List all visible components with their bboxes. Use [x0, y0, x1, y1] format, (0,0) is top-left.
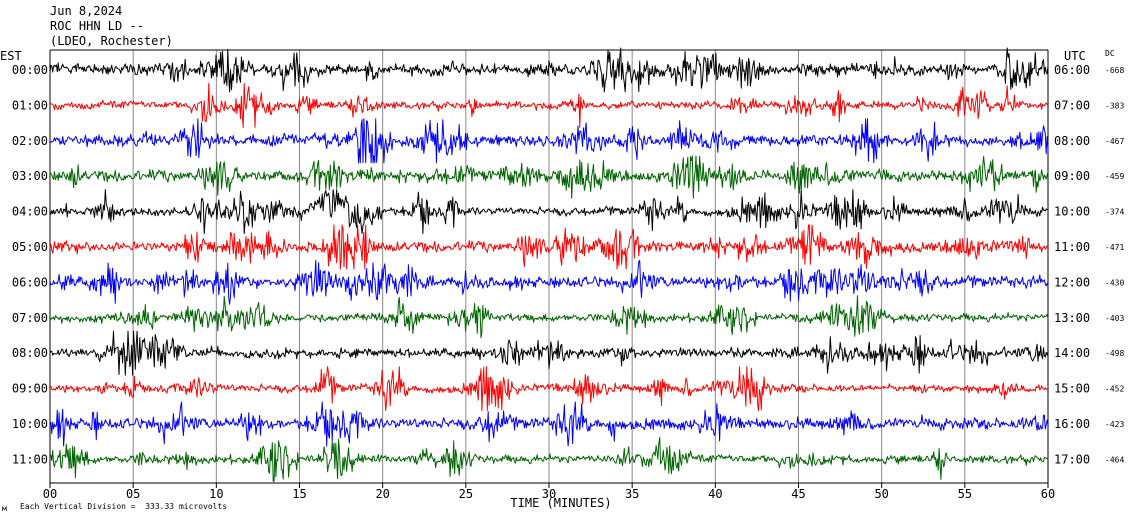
seismic-trace: [49, 436, 1049, 482]
utc-hour-label: 14:00: [1054, 346, 1090, 360]
x-tick-label: 10: [209, 487, 223, 501]
x-tick-label: 20: [375, 487, 389, 501]
est-hour-label: 04:00: [12, 205, 48, 219]
logo-glyph: м: [2, 504, 7, 513]
utc-hour-label: 07:00: [1054, 98, 1090, 112]
utc-hour-label: 11:00: [1054, 240, 1090, 254]
header-network: (LDEO, Rochester): [50, 34, 173, 48]
header-date: Jun 8,2024: [50, 4, 123, 18]
seismic-trace: [49, 259, 1049, 305]
utc-hour-label: 17:00: [1054, 452, 1090, 466]
utc-hour-label: 15:00: [1054, 382, 1090, 396]
dc-column-label: DC: [1105, 49, 1115, 58]
est-hour-label: 01:00: [12, 98, 48, 112]
x-tick-label: 40: [708, 487, 722, 501]
dc-offset-label: -471: [1105, 243, 1124, 252]
seismic-trace: [49, 401, 1049, 447]
x-axis-title: TIME (MINUTES): [510, 496, 611, 510]
x-tick-label: 15: [292, 487, 306, 501]
est-hour-label: 06:00: [12, 275, 48, 289]
utc-hour-label: 08:00: [1054, 134, 1090, 148]
x-tick-label: 55: [958, 487, 972, 501]
dc-offset-label: -668: [1105, 66, 1124, 75]
utc-hour-label: 13:00: [1054, 311, 1090, 325]
seismic-trace: [49, 118, 1049, 164]
utc-hour-label: 12:00: [1054, 275, 1090, 289]
utc-axis-label: UTC: [1064, 49, 1086, 63]
x-tick-label: 00: [43, 487, 57, 501]
est-hour-label: 10:00: [12, 417, 48, 431]
utc-hour-label: 10:00: [1054, 205, 1090, 219]
est-hour-label: 11:00: [12, 452, 48, 466]
dc-offset-label: -452: [1105, 385, 1124, 394]
x-tick-label: 35: [625, 487, 639, 501]
x-tick-label: 60: [1041, 487, 1055, 501]
est-hour-label: 05:00: [12, 240, 48, 254]
scale-note: Each Vertical Division = 333.33 microvol…: [20, 502, 228, 511]
x-tick-label: 50: [874, 487, 888, 501]
x-tick-label: 05: [126, 487, 140, 501]
dc-offset-label: -498: [1105, 349, 1124, 358]
seismic-trace: [49, 295, 1049, 339]
est-hour-label: 00:00: [12, 63, 48, 77]
x-tick-label: 30: [542, 487, 556, 501]
seismic-trace: [49, 155, 1049, 199]
seismic-trace: [49, 47, 1049, 93]
dc-offset-label: -464: [1105, 455, 1124, 464]
est-hour-label: 08:00: [12, 346, 48, 360]
seismic-trace: [49, 224, 1049, 270]
utc-hour-label: 06:00: [1054, 63, 1090, 77]
est-axis-label: EST: [0, 49, 22, 63]
dc-offset-label: -430: [1105, 278, 1124, 287]
est-hour-label: 07:00: [12, 311, 48, 325]
est-hour-label: 02:00: [12, 134, 48, 148]
seismic-trace: [49, 189, 1049, 235]
seismic-trace: [49, 366, 1048, 412]
dc-offset-label: -423: [1105, 420, 1124, 429]
dc-offset-label: -403: [1105, 314, 1124, 323]
seismic-trace: [49, 330, 1049, 376]
seismic-trace: [49, 82, 1049, 128]
dc-offset-label: -459: [1105, 172, 1124, 181]
dc-offset-label: -374: [1105, 208, 1124, 217]
utc-hour-label: 09:00: [1054, 169, 1090, 183]
dc-offset-label: -467: [1105, 137, 1124, 146]
header-station: ROC HHN LD --: [50, 19, 144, 33]
utc-hour-label: 16:00: [1054, 417, 1090, 431]
est-hour-label: 03:00: [12, 169, 48, 183]
est-hour-label: 09:00: [12, 382, 48, 396]
x-tick-label: 25: [459, 487, 473, 501]
dc-offset-label: -383: [1105, 101, 1124, 110]
x-tick-label: 45: [791, 487, 805, 501]
